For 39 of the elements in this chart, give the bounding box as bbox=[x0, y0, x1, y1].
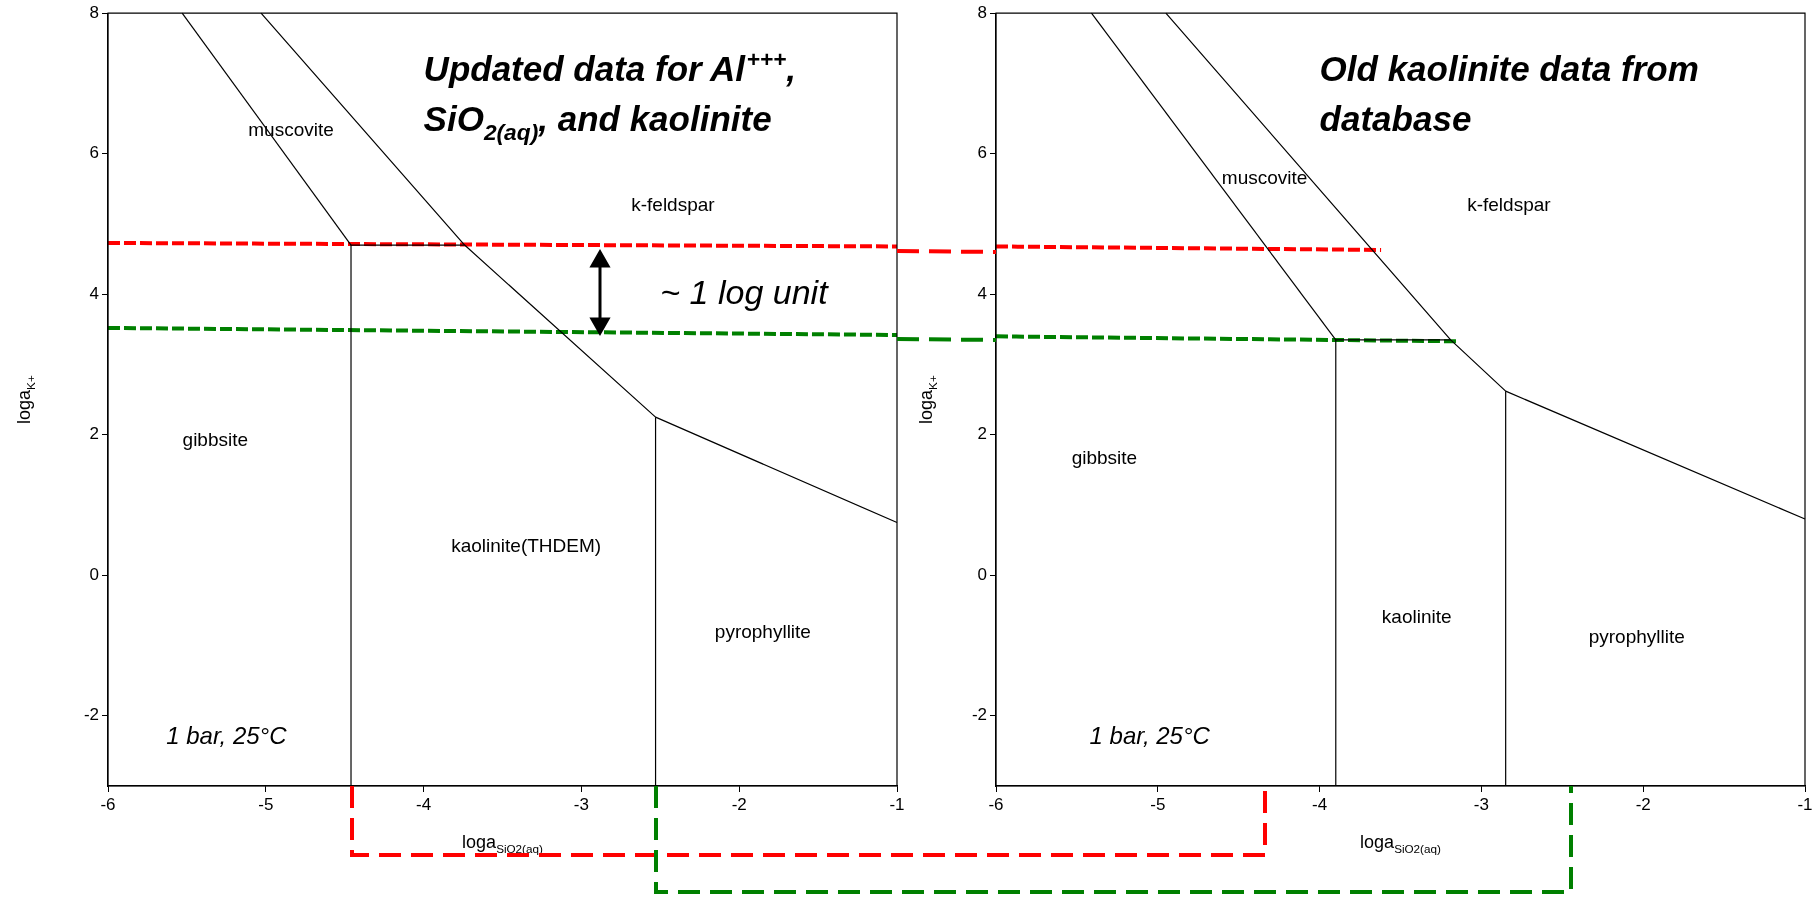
annotation: 1 bar, 25°C bbox=[166, 722, 288, 750]
y-tick-label: 2 bbox=[89, 424, 99, 444]
x-tick-label: -6 bbox=[988, 794, 1004, 814]
x-tick-label: -5 bbox=[1150, 794, 1166, 814]
y-tick-label: 6 bbox=[89, 143, 99, 163]
y-axis-title: logaK+ bbox=[916, 375, 939, 424]
y-tick-label: 8 bbox=[89, 2, 99, 22]
y-tick-label: -2 bbox=[83, 705, 99, 725]
annotation: pyrophyllite bbox=[714, 621, 811, 643]
y-tick-label: -2 bbox=[971, 705, 987, 725]
y-tick-label: 6 bbox=[977, 143, 987, 163]
annotation: 1 bar, 25°C bbox=[1089, 722, 1211, 750]
annotation: ~ 1 log unit bbox=[660, 273, 830, 312]
annotation: gibbsite bbox=[1071, 447, 1138, 469]
y-tick-label: 8 bbox=[977, 2, 987, 22]
x-tick-label: -1 bbox=[889, 794, 905, 814]
x-tick-label: -1 bbox=[1797, 794, 1813, 814]
x-tick-label: -4 bbox=[416, 794, 432, 814]
annotation: kaolinite(THDEM) bbox=[451, 534, 602, 556]
annotation: kaolinite bbox=[1381, 605, 1452, 627]
x-tick-label: -4 bbox=[1312, 794, 1328, 814]
y-tick-label: 2 bbox=[977, 424, 987, 444]
y-tick-label: 0 bbox=[89, 564, 99, 584]
x-tick-label: -2 bbox=[731, 794, 747, 814]
x-tick-label: -6 bbox=[100, 794, 116, 814]
annotation: muscovite bbox=[1221, 166, 1308, 188]
x-tick-label: -2 bbox=[1635, 794, 1651, 814]
y-tick-label: 4 bbox=[89, 283, 99, 303]
annotation: pyrophyllite bbox=[1588, 626, 1685, 648]
x-tick-label: -3 bbox=[573, 794, 589, 814]
x-tick-label: -3 bbox=[1473, 794, 1489, 814]
text: Old kaolinite data from database bbox=[1319, 49, 1699, 139]
annotation: k-feldspar bbox=[1467, 193, 1552, 215]
y-tick-label: 0 bbox=[977, 564, 987, 584]
annotation: gibbsite bbox=[182, 429, 249, 451]
y-tick-label: 4 bbox=[977, 283, 987, 303]
x-tick-label: -5 bbox=[258, 794, 274, 814]
y-axis-title: logaK+ bbox=[14, 375, 37, 424]
annotation: k-feldspar bbox=[631, 193, 716, 215]
